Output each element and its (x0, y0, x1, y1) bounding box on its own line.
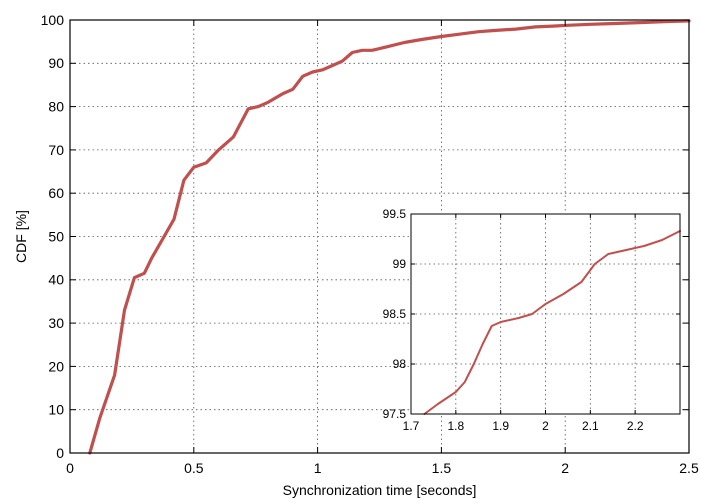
inset-ytick-label: 98.5 (383, 307, 407, 321)
main-ytick-label: 60 (48, 185, 64, 201)
main-line-layer (88, 19, 691, 455)
inset-ytick-label: 99 (393, 257, 407, 271)
inset-ytick-label: 98 (393, 357, 407, 371)
y-axis-label: CDF [%] (13, 210, 29, 263)
inset-line-layer (423, 230, 681, 415)
inset-xtick-label: 1.7 (403, 419, 420, 433)
inset-xtick-labels: 1.7 1.8 1.9 2 2.1 2.2 (403, 419, 644, 433)
main-ytick-label: 70 (48, 142, 64, 158)
main-ytick-label: 40 (48, 272, 64, 288)
inset-xtick-label: 1.8 (447, 419, 464, 433)
main-ytick-label: 0 (56, 445, 64, 461)
inset-series-line-0 (423, 230, 681, 415)
main-xtick-label: 0.5 (184, 460, 204, 476)
inset-xtick-label: 2 (542, 419, 549, 433)
inset-xtick-label: 2.1 (582, 419, 599, 433)
inset-ytick-label: 99.5 (383, 207, 407, 221)
inset-ytick-label: 97.5 (383, 407, 407, 421)
main-ytick-label: 80 (48, 99, 64, 115)
main-ytick-label: 50 (48, 228, 64, 244)
main-xtick-label: 1 (314, 460, 322, 476)
inset-ytick-labels: 97.5 98 98.5 99 99.5 (383, 207, 407, 421)
main-ticks (69, 19, 690, 454)
inset-grid (411, 214, 680, 414)
inset-xtick-label: 2.2 (627, 419, 644, 433)
main-ytick-labels: 0 10 20 30 40 50 60 70 80 90 100 (41, 12, 65, 461)
main-ytick-label: 20 (48, 358, 64, 374)
main-xtick-label: 2.5 (679, 460, 699, 476)
main-ytick-label: 30 (48, 315, 64, 331)
main-ytick-label: 100 (41, 12, 65, 28)
main-xtick-label: 0 (66, 460, 74, 476)
x-axis-label: Synchronization time [seconds] (283, 482, 477, 498)
main-xtick-label: 1.5 (432, 460, 452, 476)
main-xtick-labels: 0 0.5 1 1.5 2 2.5 (66, 460, 699, 476)
inset-xtick-label: 1.9 (492, 419, 509, 433)
main-xtick-label: 2 (561, 460, 569, 476)
inset-ticks (410, 213, 680, 415)
main-ytick-label: 10 (48, 402, 64, 418)
main-series-line-0 (88, 19, 691, 455)
main-ytick-label: 90 (48, 55, 64, 71)
